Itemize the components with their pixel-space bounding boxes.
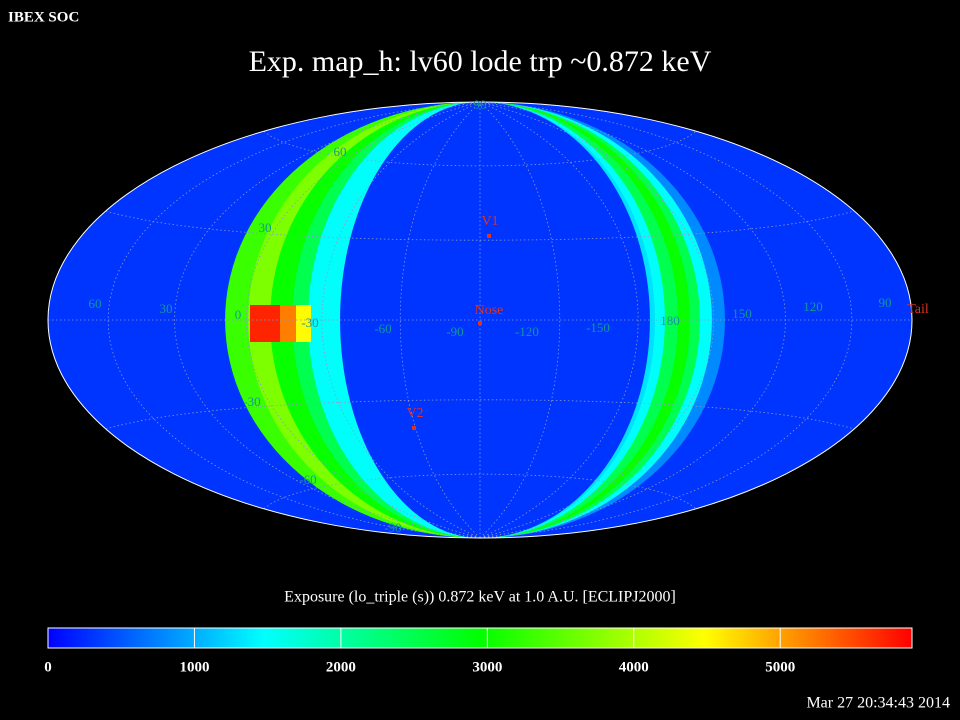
grid-meridian (479, 101, 853, 539)
exposure-cell (250, 305, 280, 342)
grid-label: 90 (474, 97, 487, 112)
grid-meridian (321, 101, 481, 539)
grid-label: 30 (160, 301, 173, 316)
low-exposure-region (340, 102, 480, 538)
grid-label: -30 (301, 315, 318, 330)
marker-label: Nose (475, 303, 504, 318)
grid-label: 30 (259, 220, 272, 235)
grid-parallel (105, 210, 855, 241)
grid-label: 180 (660, 313, 680, 328)
grid-label: -30 (243, 394, 260, 409)
marker-point (478, 321, 482, 325)
grid-meridian (479, 101, 639, 539)
grid-label: -90 (446, 324, 463, 339)
colorbar-tick-label: 0 (44, 659, 52, 675)
exposure-cell (296, 305, 311, 342)
grid-parallel (263, 473, 697, 510)
grid-label: -60 (374, 321, 391, 336)
colorbar-tick-label: 1000 (179, 659, 209, 675)
timestamp: Mar 27 20:34:43 2014 (806, 695, 950, 712)
grid-label: 60 (89, 296, 102, 311)
grid-label: -150 (586, 320, 610, 335)
marker-point (487, 234, 491, 238)
map: 90 60 30 0 -30 -60 -90 -120 -150 180 150 120 90 60 30 -… (47, 97, 929, 539)
title: Exp. map_h: lv60 lode trp ~0.872 keV (249, 45, 712, 78)
colorbar-tick-label: 4000 (619, 659, 649, 675)
grid-label: 90 (879, 295, 892, 310)
grid-label: -60 (299, 472, 316, 487)
grid-parallel (263, 130, 697, 167)
colorbar-fill (47, 627, 913, 649)
colorbar-tick-label: 5000 (765, 659, 795, 675)
grid-label: 150 (732, 306, 752, 321)
marker-label: Tail (907, 302, 929, 317)
colorbar: 0 1000 2000 3000 4000 5000 (44, 627, 913, 675)
grid-label: 60 (334, 144, 347, 159)
grid-label: 0 (235, 307, 242, 322)
sky-outline (47, 101, 913, 539)
grid-label: -120 (515, 324, 539, 339)
grid-label: -90 (384, 520, 401, 535)
exposure-cell (280, 305, 296, 342)
header: IBEX SOC (8, 9, 79, 25)
marker-point (412, 426, 416, 430)
grid-label: 120 (803, 299, 823, 314)
grid-meridian (107, 101, 481, 539)
marker-label: V2 (406, 406, 423, 421)
colorbar-title: Exposure (lo_triple (s)) 0.872 keV at 1.… (284, 589, 676, 606)
grid-parallel (105, 399, 855, 430)
colorbar-tick-label: 2000 (326, 659, 356, 675)
grid-meridian (174, 101, 481, 539)
colorbar-tick-label: 3000 (472, 659, 502, 675)
marker-label: V1 (481, 214, 498, 229)
